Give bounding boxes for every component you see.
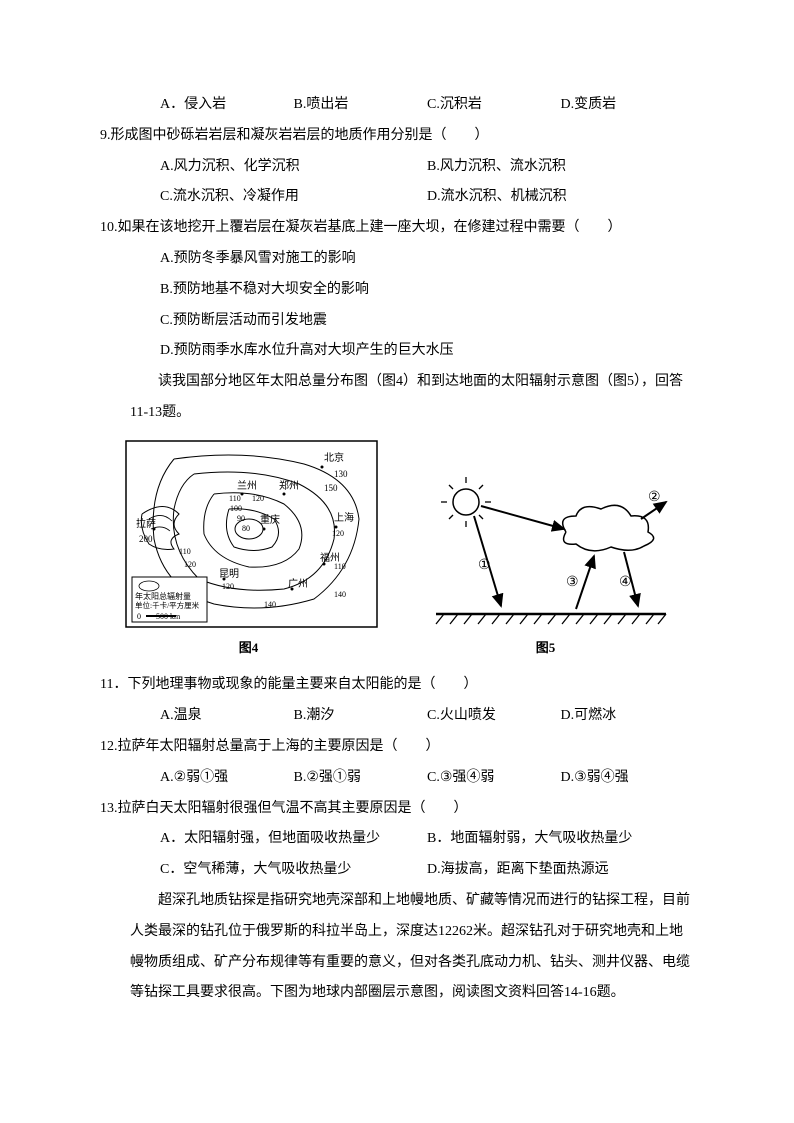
figure-4: 北京 130 150 兰州 郑州 110 120 100 90 重庆 80 上海 1…	[124, 439, 379, 629]
svg-text:110: 110	[334, 562, 346, 571]
svg-text:重庆: 重庆	[260, 513, 280, 526]
intro-11-13: 读我国部分地区年太阳总量分布图（图4）和到达地面的太阳辐射示意图（图5），回答1…	[100, 367, 694, 429]
q10-stem: 10.如果在该地挖开上覆岩层在凝灰岩基底上建一座大坝，在修建过程中需要（ ）	[100, 213, 694, 244]
q12-opt-a: A.②弱①强	[160, 763, 294, 794]
svg-text:郑州: 郑州	[279, 479, 299, 492]
svg-text:广州: 广州	[288, 578, 308, 590]
q9-options-row1: A.风力沉积、化学沉积 B.风力沉积、流水沉积	[100, 152, 694, 183]
svg-text:140: 140	[334, 590, 346, 599]
svg-text:200: 200	[139, 534, 153, 544]
q13-opt-b: B．地面辐射弱，大气吸收热量少	[427, 824, 694, 855]
svg-text:80: 80	[242, 524, 250, 533]
q11-opt-d: D.可燃冰	[561, 701, 695, 732]
svg-text:拉萨: 拉萨	[136, 517, 156, 530]
q8-opt-a: A．侵入岩	[160, 90, 294, 121]
svg-text:120: 120	[184, 560, 196, 569]
svg-text:0: 0	[137, 612, 141, 621]
q13-opt-c: C．空气稀薄，大气吸收热量少	[160, 855, 427, 886]
q9-stem: 9.形成图中砂砾岩岩层和凝灰岩岩层的地质作用分别是（ ）	[100, 121, 694, 152]
fig4-caption: 图4	[119, 634, 379, 663]
q10-opt-a: A.预防冬季暴风雪对施工的影响	[100, 244, 694, 275]
map-svg: 北京 130 150 兰州 郑州 110 120 100 90 重庆 80 上海 1…	[124, 439, 379, 629]
svg-text:120: 120	[332, 529, 344, 538]
q13-stem: 13.拉萨白天太阳辐射很强但气温不高其主要原因是（ ）	[100, 794, 694, 825]
q13-options-row1: A．太阳辐射强，但地面吸收热量少 B．地面辐射弱，大气吸收热量少	[100, 824, 694, 855]
svg-text:年太阳总辐射量: 年太阳总辐射量	[135, 591, 191, 601]
captions-row: 图4 图5	[100, 634, 694, 663]
svg-text:昆明: 昆明	[219, 568, 239, 580]
svg-text:上海: 上海	[334, 511, 354, 524]
q12-opt-d: D.③弱④强	[561, 763, 695, 794]
svg-text:①: ①	[478, 558, 491, 573]
svg-text:单位:千卡/平方厘米: 单位:千卡/平方厘米	[135, 600, 200, 610]
svg-text:③: ③	[566, 575, 579, 590]
svg-text:兰州: 兰州	[237, 479, 257, 492]
svg-text:②: ②	[648, 490, 661, 505]
q8-opt-b: B.喷出岩	[294, 90, 428, 121]
svg-text:500 km: 500 km	[156, 612, 181, 621]
q11-opt-b: B.潮汐	[294, 701, 428, 732]
svg-text:④: ④	[619, 575, 632, 590]
svg-text:140: 140	[264, 600, 276, 609]
passage-14-16: 超深孔地质钻探是指研究地壳深部和上地幔地质、矿藏等情况而进行的钻探工程，目前人类…	[100, 886, 694, 1009]
q12-opt-c: C.③强④弱	[427, 763, 561, 794]
q11-opt-a: A.温泉	[160, 701, 294, 732]
q11-options: A.温泉 B.潮汐 C.火山喷发 D.可燃冰	[100, 701, 694, 732]
q11-opt-c: C.火山喷发	[427, 701, 561, 732]
svg-text:120: 120	[252, 494, 264, 503]
diagram-svg: ① ② ③ ④	[426, 474, 671, 629]
q13-opt-d: D.海拔高，距离下垫面热源远	[427, 855, 694, 886]
svg-text:90: 90	[237, 514, 245, 523]
q12-options: A.②弱①强 B.②强①弱 C.③强④弱 D.③弱④强	[100, 763, 694, 794]
svg-text:130: 130	[334, 469, 348, 479]
q12-stem: 12.拉萨年太阳辐射总量高于上海的主要原因是（ ）	[100, 732, 694, 763]
q11-stem: 11．下列地理事物或现象的能量主要来自太阳能的是（ ）	[100, 670, 694, 701]
q9-opt-c: C.流水沉积、冷凝作用	[160, 182, 427, 213]
svg-text:110: 110	[179, 547, 191, 556]
figure-5: ① ② ③ ④	[426, 474, 671, 629]
svg-text:北京: 北京	[324, 451, 344, 464]
fig5-caption: 图5	[416, 634, 676, 663]
q9-opt-d: D.流水沉积、机械沉积	[427, 182, 694, 213]
q8-opt-d: D.变质岩	[561, 90, 695, 121]
q8-options: A．侵入岩 B.喷出岩 C.沉积岩 D.变质岩	[100, 90, 694, 121]
svg-text:150: 150	[324, 483, 338, 493]
svg-text:100: 100	[230, 504, 242, 513]
q10-opt-c: C.预防断层活动而引发地震	[100, 306, 694, 337]
q9-opt-b: B.风力沉积、流水沉积	[427, 152, 694, 183]
q9-opt-a: A.风力沉积、化学沉积	[160, 152, 427, 183]
q8-opt-c: C.沉积岩	[427, 90, 561, 121]
q9-options-row2: C.流水沉积、冷凝作用 D.流水沉积、机械沉积	[100, 182, 694, 213]
q13-opt-a: A．太阳辐射强，但地面吸收热量少	[160, 824, 427, 855]
figures-row: 北京 130 150 兰州 郑州 110 120 100 90 重庆 80 上海 1…	[100, 439, 694, 629]
svg-text:110: 110	[229, 494, 241, 503]
q13-options-row2: C．空气稀薄，大气吸收热量少 D.海拔高，距离下垫面热源远	[100, 855, 694, 886]
q10-opt-d: D.预防雨季水库水位升高对大坝产生的巨大水压	[100, 336, 694, 367]
svg-text:120: 120	[222, 582, 234, 591]
q12-opt-b: B.②强①弱	[294, 763, 428, 794]
q10-opt-b: B.预防地基不稳对大坝安全的影响	[100, 275, 694, 306]
